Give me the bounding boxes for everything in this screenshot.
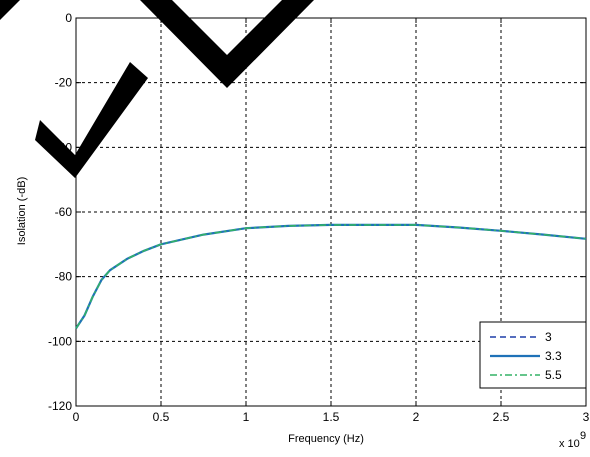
x-multiplier-label: x 10 <box>559 438 580 450</box>
x-tick-labels: 0 0.5 1 1.5 2 2.5 3 <box>73 410 590 424</box>
series-lines <box>75 223 587 330</box>
x-tick-label: 0 <box>73 410 80 424</box>
x-tick-label: 0.5 <box>153 410 170 424</box>
y-tick-label: -20 <box>55 76 73 90</box>
legend: 3 3.3 5.5 <box>479 321 587 389</box>
y-tick-labels: 0-20-40-60-80-100-120 <box>48 11 72 413</box>
chevron-shape-middle <box>35 62 148 178</box>
grid <box>76 18 586 406</box>
x-tick-label: 1 <box>243 410 250 424</box>
chevron-shape-top <box>140 0 314 88</box>
legend-label: 3.3 <box>545 349 562 363</box>
y-axis-label: Isolation (-dB) <box>16 177 28 245</box>
x-multiplier-exponent: 9 <box>580 430 586 442</box>
x-tick-label: 2 <box>413 410 420 424</box>
legend-label: 5.5 <box>545 368 562 382</box>
x-axis-label: Frequency (Hz) <box>288 433 364 445</box>
legend-label: 3 <box>545 330 552 344</box>
y-tick-label: -80 <box>55 270 73 284</box>
x-tick-label: 1.5 <box>323 410 340 424</box>
chevron-shape-left <box>0 0 20 20</box>
series-line-5-5 <box>75 224 587 329</box>
y-tick-label: 0 <box>65 11 72 25</box>
y-tick-label: -120 <box>48 399 72 413</box>
y-tick-label: -60 <box>55 205 73 219</box>
tick-marks <box>75 17 587 407</box>
y-tick-label: -100 <box>48 334 72 348</box>
x-tick-label: 2.5 <box>493 410 510 424</box>
x-tick-label: 3 <box>583 410 590 424</box>
